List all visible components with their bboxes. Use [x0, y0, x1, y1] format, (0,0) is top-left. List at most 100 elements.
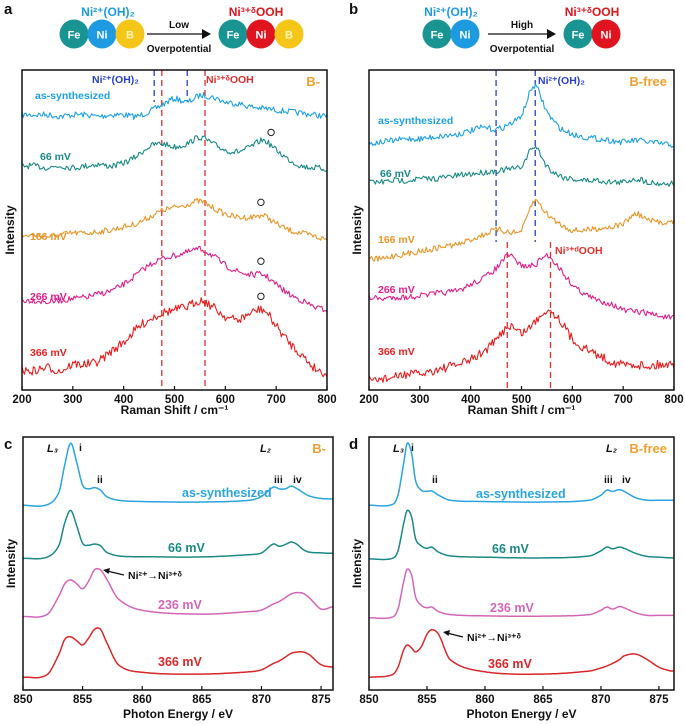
- series-line: [368, 309, 675, 383]
- x-tick-label: 500: [165, 394, 184, 406]
- series-line: [368, 145, 675, 187]
- atom-label: Ni: [256, 30, 267, 42]
- x-tick-label: 870: [591, 694, 610, 706]
- x-axis-title: Raman Shift / cm⁻¹: [121, 403, 229, 417]
- series-label: 366 mV: [30, 347, 67, 359]
- atom-fe-icon: [218, 19, 248, 49]
- series-label: 166 mV: [378, 234, 415, 246]
- series-line: [368, 629, 674, 679]
- arrow-head-icon: [443, 630, 450, 636]
- edge-label: L₃: [47, 443, 58, 455]
- sample-tag: B-free: [629, 74, 667, 89]
- x-tick-label: 300: [410, 394, 429, 406]
- edge-label: L₂: [606, 443, 617, 455]
- series-line: [21, 245, 328, 313]
- x-tick-label: 850: [359, 694, 378, 706]
- arrow-head-icon: [202, 29, 211, 39]
- plot-frame: [368, 436, 675, 691]
- x-tick-label: 600: [216, 394, 235, 406]
- series-line: [369, 568, 674, 620]
- peak-label: iv: [293, 474, 302, 486]
- atom-label: Ni: [460, 30, 471, 42]
- panel-letter: a: [4, 1, 13, 18]
- x-tick-label: 800: [664, 394, 683, 406]
- x-axis-title: Photon Energy / eV: [123, 707, 233, 721]
- x-tick-label: 300: [63, 394, 82, 406]
- atom-label: Fe: [572, 30, 585, 42]
- arrow-head-icon: [103, 568, 110, 574]
- series-line: [368, 83, 674, 148]
- series-label: 366 mV: [378, 346, 415, 358]
- plot-frame: [21, 69, 328, 391]
- atom-label: Fe: [227, 30, 240, 42]
- chart-panel-d: as-synthesized 66 mV 236 mV 366 mV 850 855 860…: [349, 436, 675, 721]
- transition-annotation: Ni²⁺→Ni³⁺ᵟ: [128, 570, 182, 582]
- series-label: as-synthesized: [182, 486, 272, 500]
- product-label: Ni³⁺ᵟOOH: [229, 5, 284, 19]
- x-tick-label: 200: [12, 394, 31, 406]
- atom-label: B: [285, 30, 293, 42]
- atom-label: B: [126, 30, 134, 42]
- series-line: [23, 567, 334, 618]
- series-line: [21, 135, 328, 172]
- series-label: 66 mV: [168, 541, 205, 555]
- peak-marker: [267, 128, 275, 137]
- x-tick-label: 860: [475, 694, 494, 706]
- x-tick-label: 800: [317, 394, 336, 406]
- peak-label: iii: [604, 474, 613, 486]
- atom-label: Ni: [601, 30, 612, 42]
- x-tick-label: 865: [192, 694, 212, 706]
- x-tick-label: 875: [649, 694, 669, 706]
- x-tick-label: 400: [461, 394, 480, 406]
- x-tick-label: 700: [267, 394, 286, 406]
- x-tick-label: 855: [417, 694, 437, 706]
- peak-marker: [257, 292, 265, 301]
- phase-label: Ni³⁺ᵈOOH: [555, 245, 603, 257]
- series-line: [21, 92, 328, 120]
- reactant-label: Ni²⁺(OH)₂: [81, 5, 135, 19]
- arrow-condition: Overpotential: [147, 44, 212, 55]
- atom-ni-icon: [450, 19, 480, 49]
- series-line: [21, 297, 328, 378]
- series-label: 66 mV: [40, 151, 71, 163]
- atom-fe-icon: [563, 19, 593, 49]
- atom-label: Ni: [97, 30, 108, 42]
- peak-label: iv: [622, 474, 631, 486]
- x-tick-label: 200: [359, 394, 378, 406]
- peak-label: i: [411, 442, 414, 454]
- x-tick-label: 400: [114, 394, 133, 406]
- series-label: 236 mV: [158, 598, 202, 612]
- x-tick-label: 855: [73, 694, 93, 706]
- series-label: 166 mV: [30, 231, 67, 243]
- arrow-condition: Overpotential: [490, 44, 555, 55]
- atom-ni-icon: [87, 19, 117, 49]
- product-label: Ni³⁺ᵟOOH: [565, 5, 620, 19]
- reactant-label: Ni²⁺(OH)₂: [424, 5, 478, 19]
- x-tick-label: 870: [252, 694, 271, 706]
- series-label: 366 mV: [488, 657, 532, 671]
- atom-label: Fe: [431, 30, 444, 42]
- peak-marker: [257, 198, 265, 207]
- x-tick-label: 865: [533, 694, 553, 706]
- series-label: as-synthesized: [476, 487, 566, 501]
- atom-ni-icon: [591, 19, 621, 49]
- sample-tag: B-free: [629, 441, 667, 456]
- arrow-condition: Low: [169, 20, 189, 31]
- atom-b-icon: [274, 19, 304, 49]
- schematic-b: Ni²⁺(OH)₂ Ni³⁺ᵟOOH Fe Ni Fe Ni High Overpotenti…: [422, 5, 621, 55]
- series-line: [368, 198, 675, 262]
- peak-label: iii: [274, 474, 283, 486]
- panel-letter: c: [4, 436, 12, 453]
- x-tick-label: 875: [311, 694, 331, 706]
- chart-panel-a: as-synthesized 66 mV 166 mV 266 mV 366 mV 200…: [3, 1, 337, 417]
- arrow-condition: High: [511, 20, 533, 31]
- atom-ni-icon: [246, 19, 276, 49]
- x-tick-label: 700: [614, 394, 633, 406]
- chart-panel-b: as-synthesized 66 mV 166 mV 266 mV 366 mV 200…: [349, 1, 684, 417]
- x-tick-label: 850: [13, 694, 32, 706]
- panel-letter: d: [349, 436, 358, 453]
- sample-tag: B-: [306, 74, 320, 89]
- plot-frame: [22, 436, 334, 691]
- series-line: [369, 442, 674, 507]
